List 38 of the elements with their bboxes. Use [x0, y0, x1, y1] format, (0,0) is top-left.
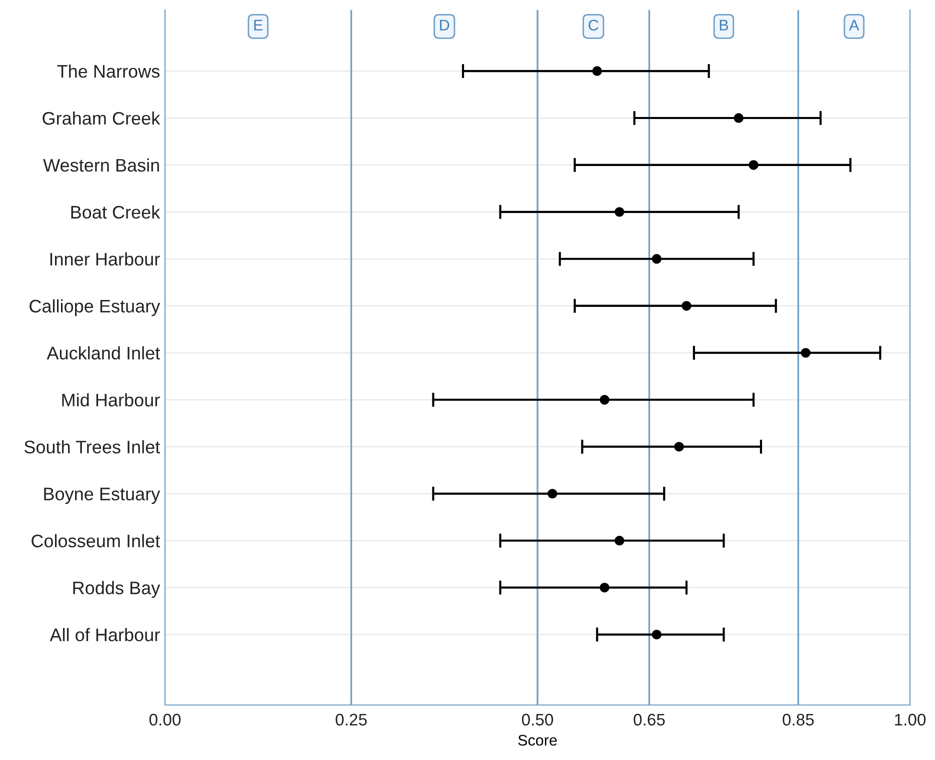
band-label: C	[588, 20, 598, 31]
y-tick-label: South Trees Inlet	[24, 440, 160, 454]
y-tick-label: Rodds Bay	[73, 581, 160, 598]
point	[734, 113, 744, 123]
y-tick-label: All of Harbour	[50, 628, 160, 642]
point	[652, 254, 662, 264]
y-tick-label: Colosseum Inlet	[32, 534, 160, 548]
y-tick-label: Auckland Inlet	[46, 346, 160, 360]
band-label: B	[720, 20, 728, 30]
point	[614, 536, 624, 546]
x-tick-label: 0.25	[336, 714, 367, 726]
y-tick-label: Inner Harbour	[50, 252, 160, 266]
point	[592, 66, 602, 76]
point	[800, 348, 811, 358]
band-label: D	[440, 20, 450, 30]
y-tick-label: Boyne Estuary	[44, 488, 160, 504]
point	[600, 582, 610, 592]
x-tick-label: 0.65	[634, 714, 665, 726]
x-axis-title: Score	[518, 734, 557, 746]
point	[614, 207, 624, 217]
y-tick-label: Boat Creek	[71, 205, 160, 219]
band-label: E	[254, 20, 263, 30]
y-tick-label: Graham Creek	[42, 111, 160, 125]
x-tick-label: 1.00	[895, 714, 926, 726]
x-tick-label: 0.85	[782, 714, 814, 726]
point	[674, 442, 684, 452]
point	[600, 394, 610, 405]
x-tick-label: 0.00	[149, 714, 181, 726]
point	[682, 300, 692, 311]
y-tick-label: Western Basin	[43, 158, 159, 172]
point	[748, 160, 758, 170]
point	[548, 488, 558, 499]
band-label: A	[849, 20, 860, 30]
y-tick-label: The Narrows	[57, 64, 160, 78]
y-tick-label: Mid Harbour	[62, 393, 160, 406]
point	[652, 630, 662, 640]
y-tick-label: Calliope Estuary	[30, 299, 160, 316]
x-tick-label: 0.50	[522, 714, 554, 726]
